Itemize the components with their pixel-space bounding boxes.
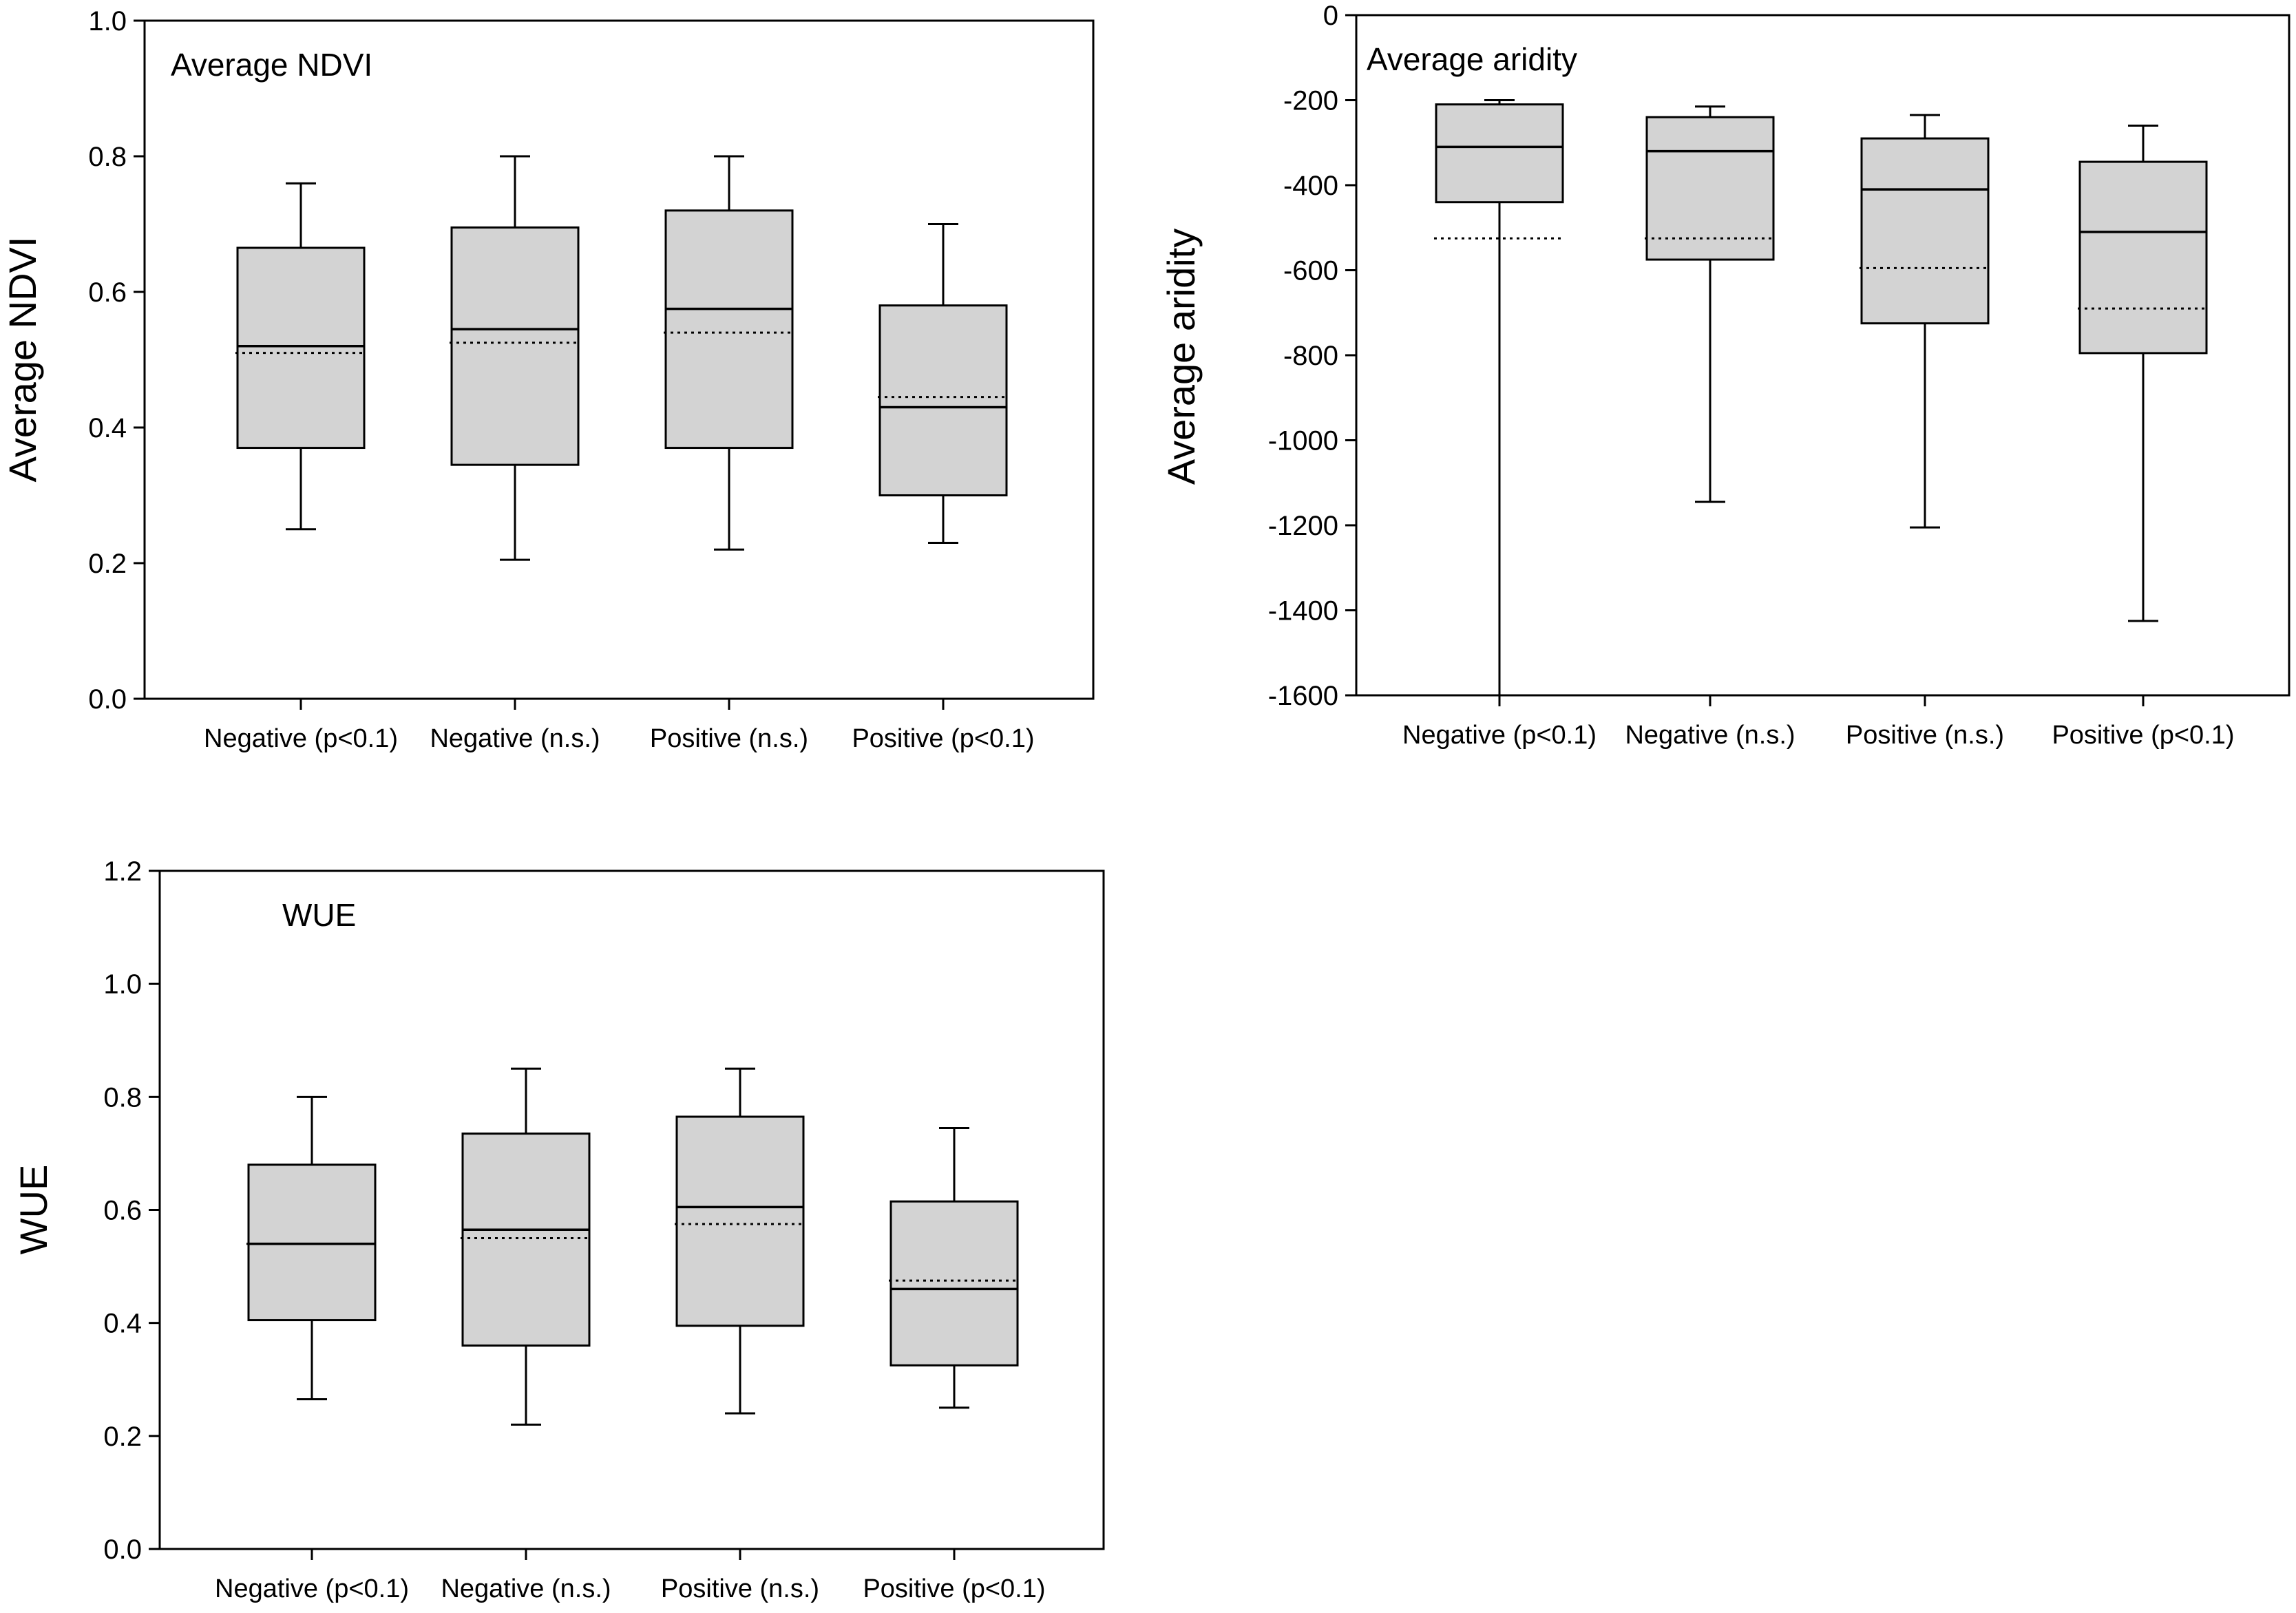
aridity-ytick-label: -400 bbox=[1283, 171, 1338, 201]
iqr-box bbox=[1435, 103, 1564, 204]
aridity-y-axis-title: Average aridity bbox=[1159, 229, 1203, 485]
iqr-box bbox=[1645, 116, 1775, 261]
ndvi-title: Average NDVI bbox=[171, 47, 372, 83]
wue-title: WUE bbox=[282, 897, 356, 933]
aridity-category-label: Negative (p<0.1) bbox=[1402, 721, 1597, 750]
wue-ytick-label: 1.2 bbox=[103, 856, 142, 887]
aridity-title: Average aridity bbox=[1367, 41, 1577, 77]
aridity-box-4 bbox=[2078, 125, 2209, 622]
ndvi-ytick-label: 0.4 bbox=[88, 413, 127, 443]
wue-ytick-label: 0.8 bbox=[103, 1082, 142, 1113]
ndvi-category-label: Positive (n.s.) bbox=[650, 724, 808, 753]
wue-box-2 bbox=[461, 1067, 591, 1426]
aridity-ytick-label: -1000 bbox=[1268, 426, 1338, 456]
aridity-ytick-label: -800 bbox=[1283, 341, 1338, 371]
wue-ytick-label: 0.4 bbox=[103, 1309, 142, 1339]
aridity-chart: -1600 -1400 -1200 -1000 -800 -600 -400 -200 0 Neg… bbox=[1159, 1, 2290, 750]
iqr-box bbox=[675, 1115, 805, 1327]
ndvi-ytick-label: 0.0 bbox=[88, 684, 127, 715]
wue-ytick-label: 0.2 bbox=[103, 1422, 142, 1452]
wue-category-label: Positive (p<0.1) bbox=[863, 1574, 1045, 1603]
ndvi-y-axis-title: Average NDVI bbox=[1, 237, 44, 483]
ndvi-category-label: Negative (p<0.1) bbox=[204, 724, 398, 753]
iqr-box bbox=[450, 226, 580, 466]
ndvi-box-1 bbox=[235, 182, 366, 531]
wue-ytick-label: 0.0 bbox=[103, 1535, 142, 1565]
aridity-box-2 bbox=[1645, 105, 1776, 503]
aridity-category-label: Positive (p<0.1) bbox=[2052, 721, 2234, 750]
aridity-ytick-label: -1200 bbox=[1268, 511, 1338, 541]
wue-box-3 bbox=[675, 1067, 805, 1415]
wue-box-4 bbox=[889, 1126, 1020, 1409]
ndvi-ytick-label: 0.2 bbox=[88, 549, 127, 579]
wue-ytick-label: 1.0 bbox=[103, 969, 142, 1000]
wue-category-label: Negative (p<0.1) bbox=[215, 1574, 409, 1603]
iqr-box bbox=[2078, 160, 2208, 355]
aridity-box-1 bbox=[1434, 99, 1565, 695]
ndvi-plot-frame bbox=[143, 19, 1095, 700]
ndvi-ytick-label: 0.6 bbox=[88, 277, 127, 308]
aridity-ytick-label: -1400 bbox=[1268, 596, 1338, 626]
wue-box-1 bbox=[246, 1095, 377, 1400]
ndvi-ytick-label: 1.0 bbox=[88, 6, 127, 36]
ndvi-box-4 bbox=[878, 223, 1009, 544]
wue-chart: 0.0 0.2 0.4 0.6 0.8 1.0 1.2 Negative (p<0.1) Neg… bbox=[12, 856, 1105, 1603]
ndvi-category-label: Positive (p<0.1) bbox=[852, 724, 1034, 753]
aridity-category-label: Positive (n.s.) bbox=[1846, 721, 2004, 750]
aridity-ytick-label: 0 bbox=[1323, 1, 1338, 31]
iqr-box bbox=[1860, 137, 1990, 325]
wue-ytick-label: 0.6 bbox=[103, 1196, 142, 1226]
aridity-ytick-label: -1600 bbox=[1268, 681, 1338, 711]
iqr-box bbox=[247, 1163, 377, 1322]
ndvi-box-3 bbox=[664, 155, 794, 551]
iqr-box bbox=[889, 1200, 1019, 1367]
wue-category-label: Negative (n.s.) bbox=[441, 1574, 611, 1603]
ndvi-ytick-label: 0.8 bbox=[88, 142, 127, 172]
iqr-box bbox=[878, 304, 1008, 496]
wue-y-axis-title: WUE bbox=[12, 1165, 55, 1255]
ndvi-box-2 bbox=[450, 155, 580, 561]
ndvi-chart: 0.0 0.2 0.4 0.6 0.8 1.0 Negative (p<0.1) Negati… bbox=[1, 6, 1095, 753]
iqr-box bbox=[461, 1132, 591, 1347]
ndvi-category-label: Negative (n.s.) bbox=[430, 724, 600, 753]
aridity-box-3 bbox=[1860, 114, 1990, 529]
aridity-category-label: Negative (n.s.) bbox=[1625, 721, 1795, 750]
aridity-ytick-label: -600 bbox=[1283, 256, 1338, 286]
aridity-ytick-label: -200 bbox=[1283, 86, 1338, 116]
iqr-box bbox=[236, 246, 366, 450]
iqr-box bbox=[664, 209, 794, 450]
wue-category-label: Positive (n.s.) bbox=[661, 1574, 819, 1603]
